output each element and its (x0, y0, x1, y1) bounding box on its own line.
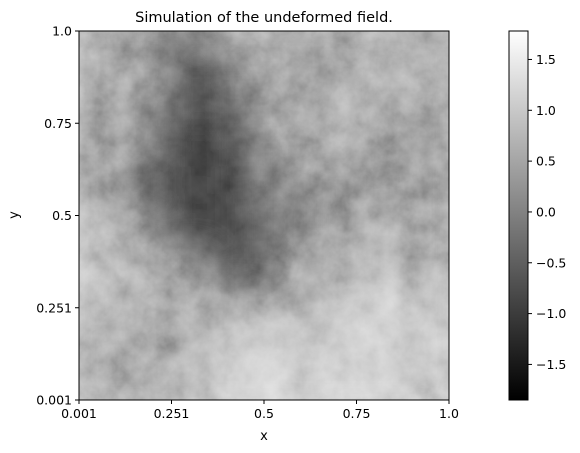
colorbar-tick-label: 0.0 (536, 204, 556, 219)
y-tick-label: 0.251 (36, 300, 72, 315)
y-tick-label: 0.001 (36, 393, 72, 408)
chart-title: Simulation of the undeformed field. (135, 10, 393, 26)
x-tick-label: 0.251 (154, 406, 190, 421)
x-tick-label: 0.75 (343, 406, 371, 421)
y-tick-label: 0.5 (52, 208, 72, 223)
colorbar-tick-label: 1.0 (536, 103, 556, 118)
x-tick-label: 0.5 (254, 406, 274, 421)
colorbar-tick-label: −1.5 (536, 357, 566, 372)
colorbar-tick-label: 1.5 (536, 52, 556, 67)
x-axis-label: x (260, 429, 268, 444)
y-axis-label: y (7, 211, 22, 219)
colorbar-tick-label: −0.5 (536, 255, 566, 270)
y-tick-label: 0.75 (44, 116, 72, 131)
heatmap-image (79, 31, 449, 400)
y-tick-label: 1.0 (52, 24, 72, 39)
colorbar: −1.5 −1.0 −0.5 0.0 0.5 1.0 1.5 (508, 30, 566, 401)
x-tick-label: 0.001 (61, 406, 97, 421)
y-axis: 0.001 0.251 0.5 0.75 1.0 (36, 24, 79, 408)
x-axis: 0.001 0.251 0.5 0.75 1.0 (61, 400, 459, 421)
colorbar-gradient (508, 30, 529, 401)
colorbar-tick-label: 0.5 (536, 154, 556, 169)
x-tick-label: 1.0 (439, 406, 459, 421)
colorbar-tick-label: −1.0 (536, 306, 566, 321)
